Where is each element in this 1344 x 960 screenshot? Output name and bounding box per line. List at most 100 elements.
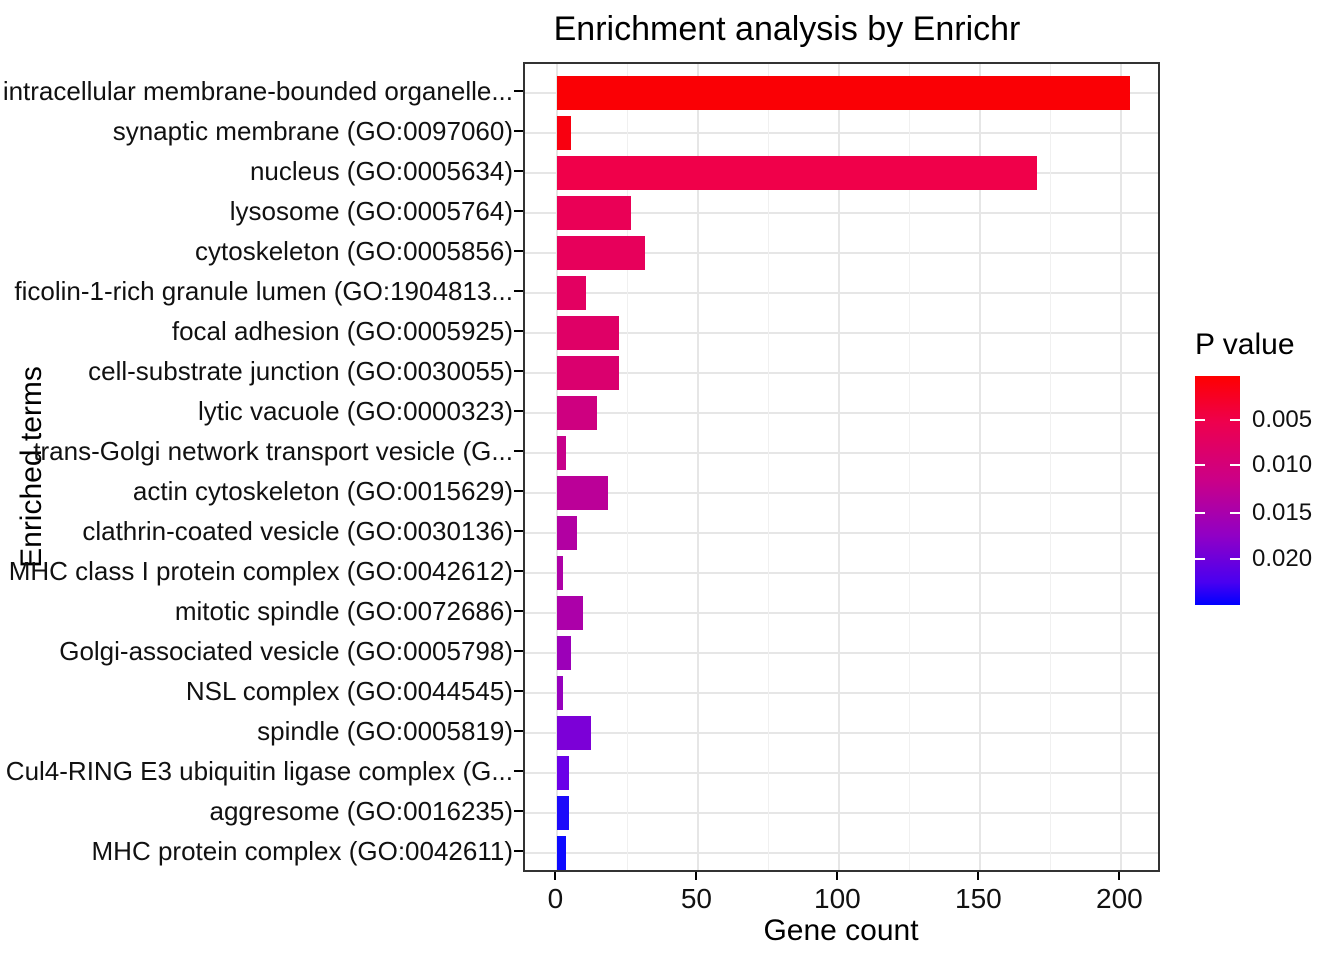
legend-tick <box>1230 464 1240 467</box>
y-axis-tick <box>514 610 523 613</box>
legend-tick <box>1230 418 1240 421</box>
bar <box>557 636 572 671</box>
gridline-major-horizontal <box>525 852 1158 855</box>
x-axis-label: 100 <box>814 883 861 914</box>
y-axis-tick <box>514 210 523 213</box>
bar <box>557 276 586 311</box>
gridline-major-vertical <box>838 64 841 870</box>
gridline-minor-vertical <box>1050 64 1052 870</box>
gridline-minor-vertical <box>909 64 911 870</box>
x-axis-tick <box>977 872 980 880</box>
gridline-major-horizontal <box>525 212 1158 215</box>
gridline-major-horizontal <box>525 292 1158 295</box>
x-axis-tick <box>1118 872 1121 880</box>
y-axis-label: aggresome (GO:0016235) <box>209 796 513 827</box>
y-axis-label: focal adhesion (GO:0005925) <box>171 316 513 347</box>
legend-label: 0.015 <box>1252 499 1313 527</box>
x-axis-label: 200 <box>1096 883 1143 914</box>
gridline-major-vertical <box>979 64 982 870</box>
y-axis-tick <box>514 730 523 733</box>
gridline-major-horizontal <box>525 612 1158 615</box>
y-axis-label: lysosome (GO:0005764) <box>229 196 513 227</box>
y-axis-tick <box>514 530 523 533</box>
y-axis-label: clathrin-coated vesicle (GO:0030136) <box>82 516 513 547</box>
y-axis-label: Cul4-RING E3 ubiquitin ligase complex (G… <box>5 756 513 787</box>
y-axis-label: cell-substrate junction (GO:0030055) <box>88 356 513 387</box>
bar <box>557 476 609 511</box>
y-axis-label: mitotic spindle (GO:0072686) <box>174 596 513 627</box>
y-axis-label: NSL complex (GO:0044545) <box>185 676 513 707</box>
bar <box>557 836 566 871</box>
bar <box>557 356 620 391</box>
bar <box>557 676 564 711</box>
x-axis-label: 0 <box>547 883 564 914</box>
x-axis-tick <box>836 872 839 880</box>
bar <box>557 156 1037 191</box>
y-axis-label: MHC class I protein complex (GO:0042612) <box>8 556 513 587</box>
y-axis-tick <box>514 250 523 253</box>
y-axis-tick <box>514 770 523 773</box>
bar <box>557 316 620 351</box>
gridline-major-horizontal <box>525 812 1158 815</box>
bar <box>557 396 597 431</box>
y-axis-tick <box>514 370 523 373</box>
gridline-major-horizontal <box>525 572 1158 575</box>
y-axis-tick <box>514 410 523 413</box>
legend-title: P value <box>1195 328 1295 361</box>
gridline-major-horizontal <box>525 692 1158 695</box>
legend-label: 0.005 <box>1252 405 1313 433</box>
x-axis-title: Gene count <box>763 914 919 947</box>
legend-tick <box>1195 418 1205 421</box>
bar <box>557 556 564 591</box>
plot-panel <box>523 62 1160 872</box>
y-axis-tick <box>514 490 523 493</box>
y-axis-label: MHC protein complex (GO:0042611) <box>91 836 513 867</box>
gridline-major-horizontal <box>525 652 1158 655</box>
bar <box>557 116 572 151</box>
y-axis-label: cytoskeleton (GO:0005856) <box>195 236 513 267</box>
y-axis-tick <box>514 170 523 173</box>
bar <box>557 796 569 831</box>
y-axis-tick <box>514 570 523 573</box>
bar <box>557 436 566 471</box>
y-axis-tick <box>514 810 523 813</box>
y-axis-tick <box>514 690 523 693</box>
legend-tick <box>1230 512 1240 515</box>
y-axis-label: nucleus (GO:0005634) <box>249 156 513 187</box>
y-axis-label: spindle (GO:0005819) <box>257 716 513 747</box>
y-axis-tick <box>514 650 523 653</box>
y-axis-label: synaptic membrane (GO:0097060) <box>112 116 513 147</box>
y-axis-tick <box>514 130 523 133</box>
bar <box>557 516 578 551</box>
gridline-major-horizontal <box>525 412 1158 415</box>
gridline-major-horizontal <box>525 372 1158 375</box>
y-axis-tick <box>514 850 523 853</box>
bar <box>557 756 569 791</box>
bar <box>557 196 631 231</box>
bar <box>557 76 1130 111</box>
y-axis-tick <box>514 290 523 293</box>
y-axis-tick <box>514 330 523 333</box>
legend-label: 0.020 <box>1252 545 1313 573</box>
gridline-major-horizontal <box>525 132 1158 135</box>
gridline-major-horizontal <box>525 332 1158 335</box>
y-axis-tick <box>514 450 523 453</box>
bar <box>557 236 645 271</box>
gridline-minor-vertical <box>768 64 770 870</box>
plot-title: Enrichment analysis by Enrichr <box>553 10 1021 48</box>
gridline-major-horizontal <box>525 732 1158 735</box>
y-axis-label: ficolin-1-rich granule lumen (GO:1904813… <box>14 276 513 307</box>
gridline-major-horizontal <box>525 772 1158 775</box>
bar <box>557 596 583 631</box>
legend-tick <box>1195 558 1205 561</box>
y-axis-label: intracellular membrane-bounded organelle… <box>2 76 513 107</box>
gridline-major-horizontal <box>525 532 1158 535</box>
legend-tick <box>1195 512 1205 515</box>
legend-colorbar <box>1195 376 1240 605</box>
bar <box>557 716 592 751</box>
gridline-major-vertical <box>1120 64 1123 870</box>
y-axis-label: trans-Golgi network transport vesicle (G… <box>33 436 513 467</box>
legend-label: 0.010 <box>1252 451 1313 479</box>
x-axis-tick <box>695 872 698 880</box>
